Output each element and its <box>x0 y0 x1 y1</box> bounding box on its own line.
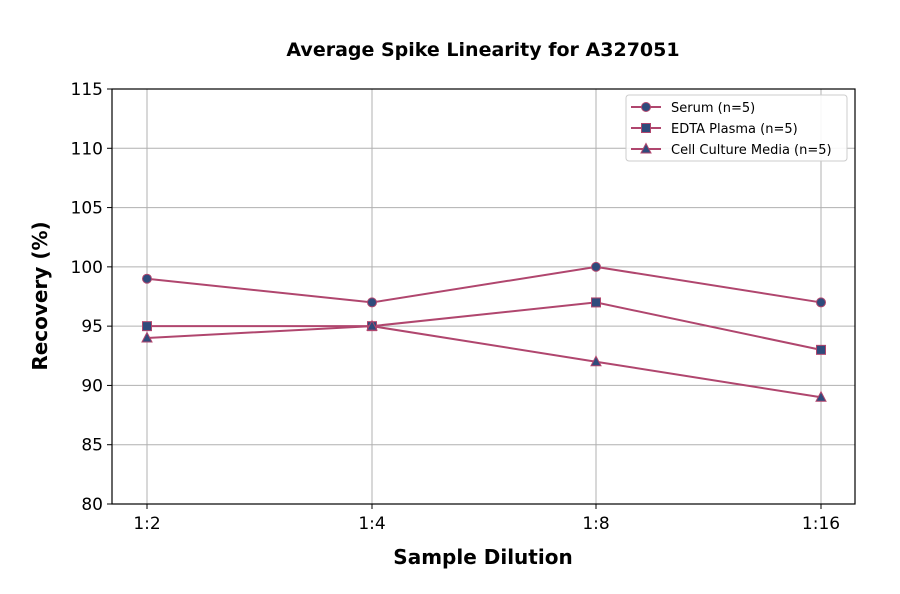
y-tick-label: 110 <box>71 139 103 159</box>
chart-title: Average Spike Linearity for A327051 <box>286 39 679 61</box>
triangle-marker <box>640 142 652 154</box>
y-tick-label: 95 <box>81 317 103 337</box>
legend-box <box>625 94 848 162</box>
triangle-marker <box>815 390 827 402</box>
y-axis-label: Recovery (%) <box>28 221 52 370</box>
legend-item: EDTA Plasma (n=5) <box>631 122 798 137</box>
square-marker <box>641 123 651 133</box>
series-2 <box>141 319 827 402</box>
y-tick-label: 80 <box>81 495 103 515</box>
legend-label: EDTA Plasma (n=5) <box>671 122 798 137</box>
square-marker <box>142 321 152 332</box>
x-tick-label: 1:8 <box>582 514 609 534</box>
legend-label: Cell Culture Media (n=5) <box>671 143 832 158</box>
y-tick-label: 90 <box>81 376 103 396</box>
x-tick-label: 1:2 <box>133 514 160 534</box>
square-marker <box>591 297 601 308</box>
triangle-marker <box>590 355 602 367</box>
y-tick-label: 105 <box>71 199 103 219</box>
legend-item: Serum (n=5) <box>631 101 755 116</box>
circle-marker <box>367 297 377 308</box>
x-axis-label: Sample Dilution <box>393 545 572 569</box>
y-tick-label: 85 <box>81 436 103 456</box>
plot-frame <box>111 88 856 505</box>
series-line <box>146 265 822 304</box>
legend-label: Serum (n=5) <box>671 101 755 116</box>
x-tick-label: 1:4 <box>358 514 385 534</box>
triangle-marker <box>366 319 378 331</box>
y-tick-label: 100 <box>71 258 103 278</box>
circle-marker <box>641 102 651 112</box>
x-tick-label: 1:16 <box>802 514 840 534</box>
square-marker <box>816 344 826 355</box>
series-0 <box>142 261 826 308</box>
triangle-marker <box>141 331 153 343</box>
legend-item: Cell Culture Media (n=5) <box>631 142 832 158</box>
circle-marker <box>142 273 152 284</box>
series-line <box>146 325 822 399</box>
legend: Serum (n=5) EDTA Plasma (n=5) Cell Culture… <box>625 94 848 162</box>
circle-marker <box>591 261 601 272</box>
series-line <box>147 301 822 351</box>
y-tick-label: 115 <box>71 80 103 100</box>
circle-marker <box>816 297 826 308</box>
